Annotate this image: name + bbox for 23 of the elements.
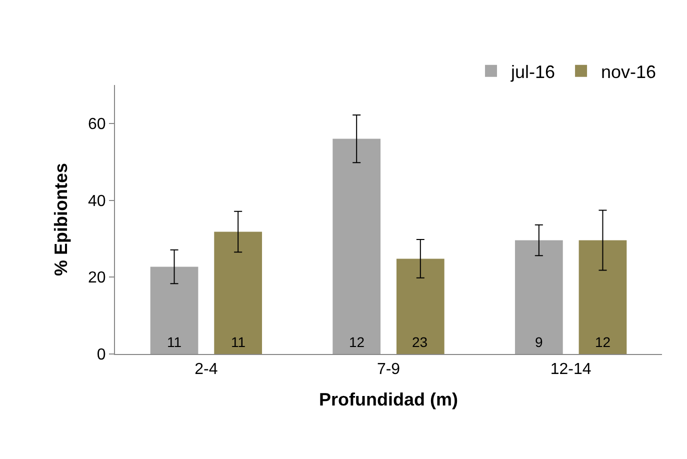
bar [214, 232, 262, 354]
annotation: 11 [167, 334, 182, 350]
x-axis-title: Profundidad (m) [319, 389, 458, 410]
bar [396, 258, 444, 354]
bar [332, 138, 381, 354]
legend-label: nov-16 [601, 62, 656, 82]
bar [150, 266, 198, 354]
y-axis-title: % Epibiontes [51, 162, 72, 276]
annotation: 9 [535, 334, 543, 350]
bar [578, 240, 627, 354]
legend-label: jul-16 [510, 62, 556, 82]
y-tick-label: 40 [88, 192, 106, 210]
y-tick-label: 20 [88, 270, 106, 287]
x-tick-label: 12-14 [550, 361, 592, 378]
annotation: 12 [595, 334, 611, 350]
bar [514, 240, 563, 354]
annotation: 12 [349, 334, 365, 350]
x-tick-label: 7-9 [376, 361, 400, 378]
x-tick-label: 2-4 [194, 361, 218, 378]
annotation: 11 [231, 334, 246, 350]
y-tick-label: 60 [88, 116, 106, 134]
annotation: 23 [412, 334, 428, 350]
y-tick-label: 0 [96, 346, 106, 364]
